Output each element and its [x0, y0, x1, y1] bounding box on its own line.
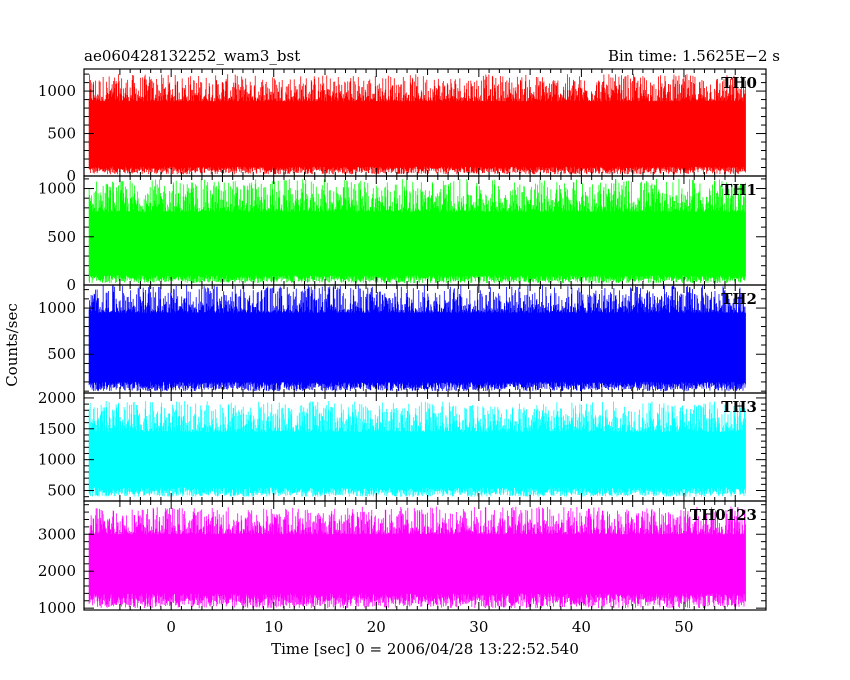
panel-label: TH3 [721, 398, 757, 416]
series-th3 [88, 401, 746, 497]
y-tick-label: 1000 [38, 599, 76, 617]
panel-label: TH0123 [690, 506, 757, 524]
y-tick-label: 500 [47, 345, 76, 363]
x-tick-label: 30 [469, 618, 488, 636]
chart-title: ae060428132252_wam3_bst [84, 47, 300, 65]
y-tick-label: 1000 [38, 451, 76, 469]
series-th0123 [88, 506, 746, 609]
panel-th3: 500 1000 1500 2000 TH3 [38, 389, 767, 502]
x-axis: 0 10 20 30 40 50 [166, 618, 693, 636]
y-tick-label: 2000 [38, 389, 76, 407]
panel-th0123: 1000 2000 3000 TH0123 [38, 500, 767, 617]
y-tick-label: 3000 [38, 525, 76, 543]
y-tick-label: 500 [47, 125, 76, 143]
y-tick-label: 2000 [38, 562, 76, 580]
x-tick-label: 0 [166, 618, 176, 636]
x-axis-title: Time [sec] 0 = 2006/04/28 13:22:52.540 [271, 640, 579, 658]
panel-th1: 0 500 1000 TH1 [38, 175, 767, 294]
panel-label: TH1 [721, 181, 757, 199]
series-th1 [88, 178, 746, 284]
x-tick-label: 10 [264, 618, 283, 636]
panel-th2: 500 1000 TH2 [38, 284, 767, 394]
y-tick-label: 500 [47, 228, 76, 246]
bin-time-label: Bin time: 1.5625E−2 s [608, 47, 780, 65]
y-tick-label: 500 [47, 482, 76, 500]
x-tick-label: 20 [367, 618, 386, 636]
y-tick-label: 0 [66, 167, 76, 185]
y-tick-label: 0 [66, 276, 76, 294]
y-tick-label: 1500 [38, 420, 76, 438]
y-tick-label: 1000 [38, 82, 76, 100]
y-tick-label: 1000 [38, 299, 76, 317]
y-tick-label: 1000 [38, 180, 76, 198]
panel-label: TH2 [721, 290, 757, 308]
series-th0 [88, 74, 746, 175]
x-tick-label: 50 [674, 618, 693, 636]
x-tick-label: 40 [572, 618, 591, 636]
panel-frame [83, 500, 767, 611]
series-th2 [88, 285, 746, 392]
panel-th0: 0 500 1000 TH0 [38, 68, 767, 185]
y-axis-title: Counts/sec [3, 303, 21, 387]
panel-label: TH0 [721, 74, 757, 92]
